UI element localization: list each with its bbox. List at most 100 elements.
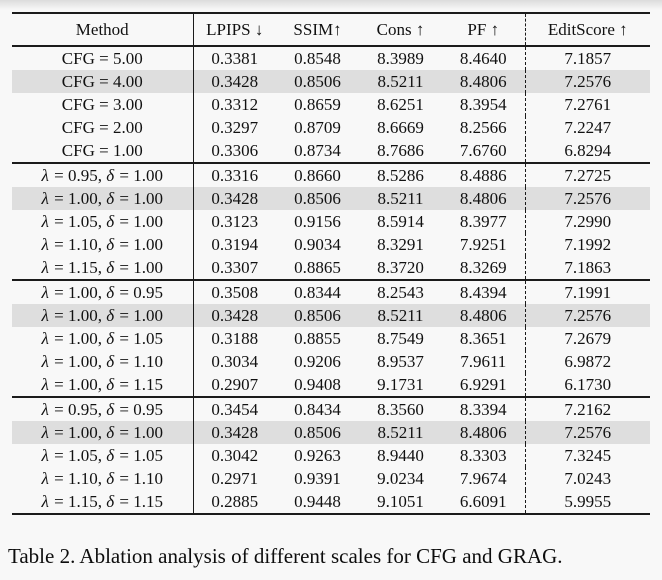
metric-cell: 7.9611 (460, 351, 507, 371)
metric-cell: 7.6760 (459, 140, 507, 160)
metric-cell: 7.2576 (524, 187, 650, 210)
metric-cell: 6.9291 (459, 374, 507, 394)
metric-cell: 0.9206 (294, 351, 341, 371)
metric-cell: 8.3394 (442, 396, 525, 421)
metric-cell: 7.2162 (524, 396, 650, 421)
metric-cell: 8.4806 (459, 71, 507, 91)
metric-cell: 7.2761 (524, 93, 650, 116)
metric-cell: 6.8294 (524, 139, 650, 163)
metric-cell: 0.9408 (294, 374, 341, 394)
metric-cell: 7.1991 (524, 279, 650, 304)
metric-cell: 8.9537 (377, 351, 424, 371)
metric-cell: 8.3954 (459, 94, 507, 114)
table-row: λ = 1.05, δ = 1.05 0.3042 0.9263 8.9440 8.33… (12, 444, 650, 467)
metric-cell: 8.5211 (377, 71, 424, 91)
column-header-pf: PF ↑ (442, 13, 525, 47)
metric-cell: 0.8734 (294, 140, 341, 160)
method-cell: CFG = 2.00 (61, 117, 143, 137)
metric-cell: 8.3720 (377, 257, 424, 277)
metric-cell: 7.9251 (459, 234, 507, 254)
metric-cell: 8.9440 (377, 445, 424, 465)
metric-cell: 0.8506 (294, 71, 341, 91)
metric-cell: 0.8506 (294, 305, 341, 325)
metric-cell: 0.9391 (294, 468, 341, 488)
metric-cell: 8.4886 (442, 162, 525, 187)
metric-cell: 5.9955 (524, 490, 650, 514)
table-row: λ = 1.10, δ = 1.00 0.3194 0.9034 8.3291 7.92… (12, 233, 650, 256)
column-header-cons: Cons ↑ (359, 13, 442, 47)
metric-cell: 0.3428 (192, 421, 276, 444)
metric-cell: 8.4806 (459, 305, 507, 325)
table-row: λ = 1.00, δ = 1.00 0.3428 0.8506 8.5211 8.48… (12, 421, 650, 444)
metric-cell: 0.8855 (294, 328, 341, 348)
metric-cell: 7.2576 (524, 70, 650, 93)
method-cell: λ = 1.15, δ = 1.00 (41, 257, 163, 277)
metric-cell: 0.3042 (192, 444, 276, 467)
metric-cell: 8.4806 (459, 188, 507, 208)
metric-cell: 8.2566 (459, 117, 507, 137)
metric-cell: 0.3307 (192, 256, 276, 280)
method-cell: λ = 1.10, δ = 1.10 (41, 468, 163, 488)
metric-cell: 8.3303 (459, 445, 507, 465)
method-cell: CFG = 5.00 (61, 48, 143, 68)
method-cell: CFG = 4.00 (61, 71, 143, 91)
method-cell: λ = 1.00, δ = 1.10 (41, 351, 163, 371)
method-cell: CFG = 1.00 (61, 140, 143, 160)
column-header-editscore: EditScore ↑ (524, 13, 650, 47)
method-cell: λ = 1.00, δ = 1.00 (41, 188, 163, 208)
table-row: λ = 0.95, δ = 1.00 0.3316 0.8660 8.5286 8.48… (12, 162, 650, 187)
column-header-ssim: SSIM↑ (276, 13, 359, 47)
metric-cell: 0.8506 (294, 422, 341, 442)
metric-cell: 0.3194 (192, 233, 276, 256)
metric-cell: 7.1857 (524, 46, 650, 70)
metric-cell: 8.2543 (359, 279, 442, 304)
table-row: CFG = 4.00 0.3428 0.8506 8.5211 8.4806 7.2576 (12, 70, 650, 93)
metric-cell: 0.3508 (192, 279, 276, 304)
metric-cell: 8.6669 (377, 117, 424, 137)
method-cell: λ = 1.00, δ = 0.95 (12, 279, 193, 304)
metric-cell: 8.3269 (459, 257, 507, 277)
metric-cell: 0.8709 (294, 117, 341, 137)
method-cell: λ = 0.95, δ = 0.95 (12, 396, 193, 421)
metric-cell: 0.8660 (276, 162, 359, 187)
metric-cell: 8.5914 (377, 211, 424, 231)
metric-cell: 7.3245 (524, 444, 650, 467)
metric-cell: 0.3034 (192, 350, 276, 373)
metric-cell: 0.9034 (294, 234, 341, 254)
metric-cell: 7.1863 (524, 256, 650, 280)
table-row: λ = 1.00, δ = 1.00 0.3428 0.8506 8.5211 8.48… (12, 304, 650, 327)
table-header-row: Method LPIPS ↓ SSIM↑ Cons ↑ PF ↑ EditSco… (12, 13, 650, 47)
method-cell: λ = 1.05, δ = 1.00 (41, 211, 163, 231)
page-background-shade (0, 0, 662, 10)
table-body: CFG = 5.00 0.3381 0.8548 8.3989 8.4640 7.1857… (12, 46, 650, 514)
metric-cell: 6.1730 (524, 373, 650, 397)
method-cell: λ = 1.00, δ = 1.00 (41, 422, 163, 442)
table-row: λ = 1.00, δ = 1.15 0.2907 0.9408 9.1731 6.92… (12, 373, 650, 397)
method-cell: λ = 1.00, δ = 1.15 (41, 374, 163, 394)
metric-cell: 8.3651 (459, 328, 507, 348)
table-row: λ = 1.00, δ = 1.10 0.3034 0.9206 8.9537 7.96… (12, 350, 650, 373)
metric-cell: 8.3989 (377, 48, 424, 68)
ablation-table: Method LPIPS ↓ SSIM↑ Cons ↑ PF ↑ EditSco… (12, 12, 650, 515)
metric-cell: 7.2990 (524, 210, 650, 233)
metric-cell: 0.9263 (294, 445, 341, 465)
table-row: λ = 1.05, δ = 1.00 0.3123 0.9156 8.5914 8.39… (12, 210, 650, 233)
metric-cell: 7.2576 (524, 304, 650, 327)
metric-cell: 8.5211 (377, 305, 424, 325)
metric-cell: 9.1051 (377, 491, 424, 511)
metric-cell: 0.8434 (276, 396, 359, 421)
metric-cell: 0.8548 (294, 48, 341, 68)
metric-cell: 7.2247 (524, 116, 650, 139)
metric-cell: 0.3316 (192, 162, 276, 187)
metric-cell: 7.2679 (524, 327, 650, 350)
metric-cell: 8.5286 (359, 162, 442, 187)
method-cell: λ = 1.00, δ = 1.00 (41, 305, 163, 325)
metric-cell: 8.4394 (442, 279, 525, 304)
metric-cell: 8.6251 (377, 94, 424, 114)
metric-cell: 0.3454 (192, 396, 276, 421)
metric-cell: 0.8659 (294, 94, 341, 114)
table-caption: Table 2. Ablation analysis of different … (8, 544, 563, 568)
metric-cell: 0.2885 (192, 490, 276, 514)
metric-cell: 0.3428 (192, 187, 276, 210)
metric-cell: 0.3381 (192, 46, 276, 70)
